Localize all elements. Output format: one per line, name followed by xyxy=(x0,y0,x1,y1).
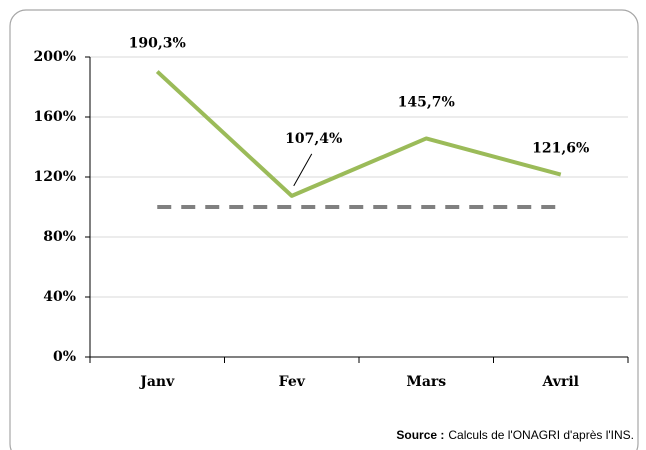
data-label: 145,7% xyxy=(398,94,455,110)
y-tick-label: 40% xyxy=(43,289,76,305)
x-tick-label: Fev xyxy=(279,374,306,390)
source-note: Source : Calculs de l'ONAGRI d'après l'IN… xyxy=(396,428,634,442)
source-text: Calculs de l'ONAGRI d'après l'INS. xyxy=(448,428,634,442)
y-tick-label: 120% xyxy=(33,169,76,185)
label-leader xyxy=(293,153,313,187)
x-tick-label: Avril xyxy=(542,374,579,390)
chart-frame xyxy=(9,9,639,450)
y-tick-label: 0% xyxy=(53,349,76,365)
x-tick-label: Janv xyxy=(138,374,175,390)
data-label: 190,3% xyxy=(129,36,186,52)
x-tick-label: Mars xyxy=(406,374,446,390)
source-label: Source : xyxy=(396,428,444,442)
data-label: 121,6% xyxy=(532,141,589,157)
data-line xyxy=(155,70,562,198)
data-label: 107,4% xyxy=(285,131,342,147)
y-tick-label: 80% xyxy=(43,229,76,245)
y-tick-label: 160% xyxy=(33,109,76,125)
y-tick-label: 200% xyxy=(33,49,76,65)
